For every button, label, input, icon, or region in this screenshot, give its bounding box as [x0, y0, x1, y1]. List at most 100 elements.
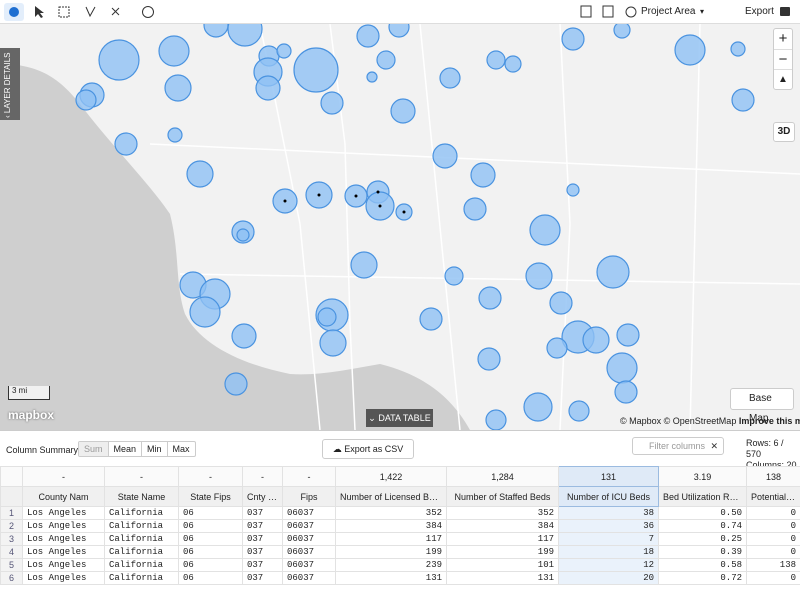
zoom-select[interactable]: [580, 5, 592, 18]
table-cell: Los Angeles: [22, 519, 105, 533]
rows-info: Rows: 6 / 570: [746, 438, 784, 459]
filter-input[interactable]: Filter columns ✕: [632, 437, 724, 455]
summary-option[interactable]: Mean: [107, 442, 142, 456]
table-cell: 06037: [282, 532, 336, 546]
zoom-out[interactable]: −: [774, 49, 792, 69]
table-cell: 037: [242, 571, 283, 585]
layer-details-tab[interactable]: ‹ LAYER DETAILS: [0, 48, 20, 120]
layer-details-text: LAYER DETAILS: [3, 52, 12, 114]
table-cell: 131: [446, 571, 559, 585]
table-cell: 06037: [282, 571, 336, 585]
column-header[interactable]: Potential In…: [746, 486, 800, 507]
table-cell: 117: [335, 532, 447, 546]
table-cell: 20: [558, 571, 659, 585]
table-cell: 384: [446, 519, 559, 533]
tool-icons: [4, 3, 154, 21]
table-cell: 131: [335, 571, 447, 585]
summary-cell: 1,422: [335, 466, 447, 487]
row-index: 1: [0, 506, 23, 520]
box-tool[interactable]: [58, 6, 70, 18]
selected-points: [283, 190, 406, 214]
table-cell: 06: [178, 545, 243, 559]
columns-info: Columns: 20: [746, 460, 797, 470]
3d-button[interactable]: 3D: [773, 122, 795, 142]
map-tools: [580, 5, 614, 18]
summary-option[interactable]: Max: [166, 442, 195, 456]
column-header[interactable]: State Name: [104, 486, 179, 507]
column-summary-label: Column Summary:: [6, 445, 81, 455]
corner-cell: [0, 466, 23, 487]
filter-placeholder: Filter columns: [649, 441, 706, 451]
row-index: 5: [0, 558, 23, 572]
table-cell: California: [104, 571, 179, 585]
column-header[interactable]: Number of Licensed Beds: [335, 486, 447, 507]
row-index: 2: [0, 519, 23, 533]
table-cell: 0.58: [658, 558, 747, 572]
table-cell: Los Angeles: [22, 532, 105, 546]
summary-cell: 3.19: [658, 466, 747, 487]
zoom-controls: + − ▲: [773, 28, 793, 90]
export-csv-button[interactable]: ☁ Export as CSV: [322, 439, 414, 459]
table-cell: California: [104, 558, 179, 572]
toolbar: Project Area ▾ Export: [0, 0, 800, 24]
column-header[interactable]: County Nam: [22, 486, 105, 507]
column-header[interactable]: Number of Staffed Beds: [446, 486, 559, 507]
row-index: 6: [0, 571, 23, 585]
base-map-button[interactable]: Base Map: [730, 388, 794, 424]
clear-tool[interactable]: [111, 7, 120, 16]
dropdown-arrow[interactable]: ▾: [700, 7, 705, 16]
summary-cell: -: [282, 466, 336, 487]
select-tool[interactable]: [35, 6, 44, 18]
table-cell: 06: [178, 571, 243, 585]
path-tool[interactable]: [85, 6, 96, 18]
map-canvas: [0, 24, 800, 430]
table-cell: 06: [178, 519, 243, 533]
table-cell: California: [104, 532, 179, 546]
attribution-text[interactable]: © Mapbox © OpenStreetMap: [620, 416, 737, 426]
table-cell: 06: [178, 532, 243, 546]
zoom-in[interactable]: +: [778, 30, 788, 47]
table-cell: 0.72: [658, 571, 747, 585]
table-row: 3 Los Angeles California 06 037 06037 117 117 7 0…: [0, 532, 800, 546]
table-cell: 0: [746, 519, 800, 533]
info-tool[interactable]: [142, 6, 154, 18]
project-area[interactable]: Project Area: [641, 6, 696, 17]
improve-link[interactable]: Improve this map: [738, 416, 800, 426]
column-header[interactable]: Fips: [282, 486, 336, 507]
table-cell: 0: [746, 506, 800, 520]
attribution: © Mapbox © OpenStreetMap Improve this ma…: [620, 416, 800, 426]
row-index: 3: [0, 532, 23, 546]
table-cell: 36: [558, 519, 659, 533]
export-button[interactable]: Export: [745, 6, 774, 17]
data-table-toggle[interactable]: ⌄ DATA TABLE: [366, 409, 433, 427]
table-cell: California: [104, 545, 179, 559]
table-cell: 239: [335, 558, 447, 572]
corner-cell: [0, 486, 23, 507]
table-cell: Los Angeles: [22, 571, 105, 585]
summary-cell: -: [22, 466, 105, 487]
table-cell: 06037: [282, 545, 336, 559]
data-table: - - - - -1,422 1,284 131 3.19 138 County Nam State…: [0, 466, 800, 585]
map-select[interactable]: [602, 5, 614, 18]
column-header[interactable]: State Fips: [178, 486, 243, 507]
table-info: Rows: 6 / 570 Columns: 20: [746, 438, 800, 471]
summary-row: - - - - -1,422 1,284 131 3.19 138: [0, 466, 800, 487]
table-cell: Los Angeles: [22, 545, 105, 559]
summary-option[interactable]: Sum: [79, 442, 108, 456]
table-row: 6 Los Angeles California 06 037 06037 131 131 20…: [0, 571, 800, 585]
ocean: [0, 64, 470, 430]
table-cell: 0: [746, 532, 800, 546]
column-header[interactable]: Cnty Fips: [242, 486, 283, 507]
scale-bar: 3 mi: [8, 386, 50, 400]
camera-icon[interactable]: [778, 0, 792, 24]
summary-cell: -: [242, 466, 283, 487]
column-header[interactable]: Number of ICU Beds: [558, 486, 659, 507]
table-cell: 0.74: [658, 519, 747, 533]
table-row: 4 Los Angeles California 06 037 06037 199 199 18…: [0, 545, 800, 559]
summary-option[interactable]: Min: [141, 442, 167, 456]
mapbox-logo[interactable]: mapbox: [8, 408, 55, 422]
table-cell: 037: [242, 545, 283, 559]
compass[interactable]: ▲: [774, 69, 792, 89]
table-row: 1 Los Angeles California 06 037 06037 352 352 38…: [0, 506, 800, 520]
column-header[interactable]: Bed Utilization Rate: [658, 486, 747, 507]
